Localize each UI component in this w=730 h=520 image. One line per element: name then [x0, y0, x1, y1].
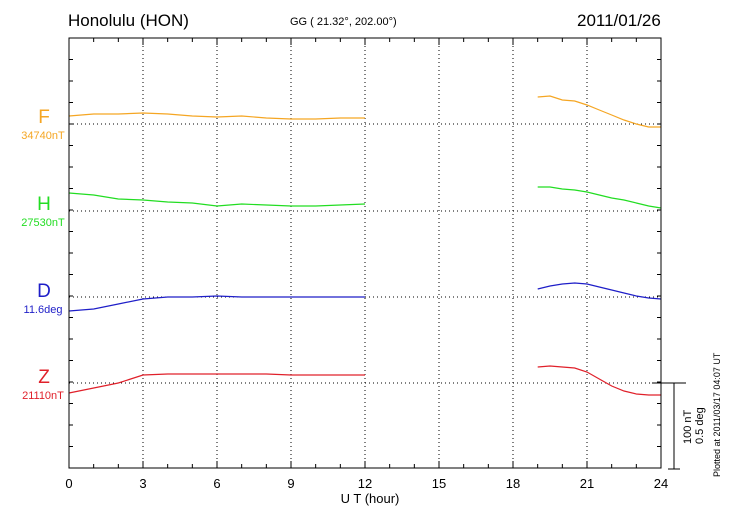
series-line-d — [68, 295, 365, 312]
series-line-f — [537, 95, 661, 128]
channel-baseline-h: 27530nT — [21, 217, 65, 229]
x-tick-label: 9 — [287, 476, 295, 491]
x-tick-label: 12 — [357, 476, 373, 491]
x-tick-label: 6 — [213, 476, 221, 491]
channel-baseline-f: 34740nT — [21, 130, 65, 142]
grid — [69, 38, 661, 468]
channel-baseline-d: 11.6deg — [23, 304, 63, 316]
series-line-d — [537, 282, 662, 300]
series-line-z — [68, 373, 365, 394]
series-line-h — [537, 186, 662, 209]
x-tick-label: 3 — [139, 476, 147, 491]
scale-label-deg: 0.5 deg — [694, 407, 706, 444]
series-line-z — [537, 365, 661, 396]
series-line-f — [68, 112, 365, 120]
series-layer — [68, 95, 662, 396]
x-tick-label: 0 — [65, 476, 73, 491]
date-title: 2011/01/26 — [577, 11, 661, 30]
x-tick-label: 15 — [431, 476, 447, 491]
channel-label-z: Z — [38, 367, 50, 388]
scale-label-nt: 100 nT — [682, 409, 694, 444]
channel-label-d: D — [37, 281, 51, 302]
x-tick-label: 24 — [653, 476, 669, 491]
x-axis-title: U T (hour) — [340, 491, 400, 506]
channel-label-h: H — [37, 194, 51, 215]
series-line-h — [68, 192, 366, 207]
x-tick-label: 18 — [505, 476, 521, 491]
station-title: Honolulu (HON) — [68, 11, 189, 30]
x-tick-label: 21 — [579, 476, 595, 491]
plotted-timestamp: Plotted at 2011/03/17 04:07 UT — [712, 352, 722, 477]
axes — [68, 37, 686, 470]
geo-coordinates: GG ( 21.32°, 202.00°) — [290, 16, 397, 28]
channel-label-f: F — [38, 107, 50, 128]
channel-baseline-z: 21110nT — [22, 390, 64, 402]
